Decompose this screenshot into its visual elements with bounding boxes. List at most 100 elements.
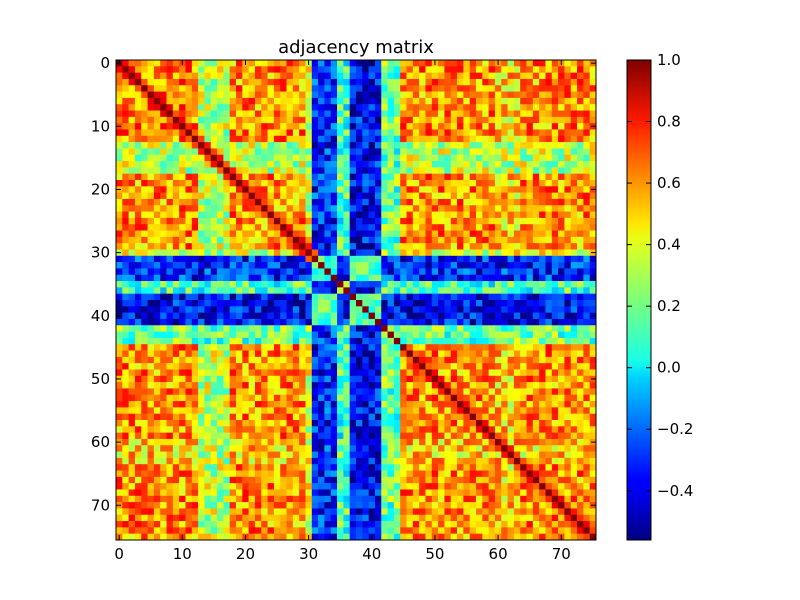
heatmap-cell bbox=[520, 167, 527, 174]
heatmap-cell bbox=[261, 306, 268, 313]
heatmap-cell bbox=[469, 230, 477, 238]
heatmap-cell bbox=[172, 306, 180, 313]
heatmap-cell bbox=[116, 205, 123, 212]
heatmap-cell bbox=[520, 350, 527, 358]
heatmap-cell bbox=[362, 293, 369, 301]
heatmap-cell bbox=[299, 91, 306, 99]
heatmap-cell bbox=[160, 337, 167, 345]
heatmap-cell bbox=[532, 325, 540, 332]
heatmap-cell bbox=[242, 142, 249, 149]
heatmap-cell bbox=[583, 293, 590, 301]
heatmap-cell bbox=[141, 66, 148, 73]
heatmap-cell bbox=[267, 66, 275, 73]
heatmap-cell bbox=[147, 445, 155, 452]
heatmap-cell bbox=[337, 154, 344, 162]
heatmap-cell bbox=[457, 451, 464, 459]
heatmap-cell bbox=[412, 198, 420, 206]
heatmap-cell bbox=[286, 312, 294, 320]
heatmap-cell bbox=[463, 318, 470, 326]
heatmap-cell bbox=[463, 66, 470, 73]
heatmap-cell bbox=[356, 72, 363, 80]
heatmap-cell bbox=[577, 306, 584, 313]
heatmap-cell bbox=[564, 110, 572, 118]
heatmap-cell bbox=[217, 432, 224, 440]
heatmap-cell bbox=[204, 230, 212, 238]
heatmap-cell bbox=[185, 363, 193, 370]
heatmap-cell bbox=[160, 104, 167, 111]
heatmap-cell bbox=[501, 318, 508, 326]
heatmap-cell bbox=[122, 72, 129, 80]
heatmap-cell bbox=[513, 60, 521, 67]
heatmap-cell bbox=[362, 192, 369, 200]
heatmap-cell bbox=[324, 116, 332, 124]
heatmap-cell bbox=[431, 350, 439, 358]
heatmap-cell bbox=[337, 287, 344, 294]
heatmap-cell bbox=[305, 91, 313, 99]
heatmap-cell bbox=[330, 432, 338, 440]
heatmap-cell bbox=[229, 243, 237, 250]
heatmap-cell bbox=[267, 142, 275, 149]
heatmap-cell bbox=[450, 274, 458, 282]
heatmap-cell bbox=[198, 312, 205, 320]
heatmap-cell bbox=[431, 293, 439, 301]
heatmap-cell bbox=[343, 198, 350, 206]
heatmap-cell bbox=[507, 382, 515, 389]
heatmap-cell bbox=[305, 78, 313, 86]
heatmap-cell bbox=[463, 281, 470, 288]
heatmap-cell bbox=[273, 363, 281, 370]
heatmap-cell bbox=[368, 464, 376, 471]
heatmap-cell bbox=[551, 97, 559, 105]
heatmap-cell bbox=[374, 85, 382, 92]
heatmap-cell bbox=[267, 274, 275, 282]
heatmap-cell bbox=[368, 445, 376, 452]
heatmap-cell bbox=[532, 464, 540, 471]
heatmap-cell bbox=[444, 401, 452, 408]
heatmap-cell bbox=[476, 281, 483, 288]
heatmap-cell bbox=[223, 186, 230, 193]
heatmap-cell bbox=[362, 312, 369, 320]
heatmap-cell bbox=[311, 445, 319, 452]
heatmap-cell bbox=[172, 445, 180, 452]
heatmap-cell bbox=[267, 451, 275, 459]
heatmap-cell bbox=[185, 420, 193, 427]
heatmap-cell bbox=[374, 445, 382, 452]
heatmap-cell bbox=[286, 426, 294, 433]
heatmap-cell bbox=[286, 255, 294, 263]
heatmap-cell bbox=[444, 325, 452, 332]
heatmap-cell bbox=[179, 464, 186, 471]
heatmap-cell bbox=[292, 350, 300, 358]
heatmap-cell bbox=[438, 432, 445, 440]
heatmap-cell bbox=[242, 224, 249, 231]
heatmap-cell bbox=[431, 262, 439, 269]
heatmap-cell bbox=[286, 382, 294, 389]
heatmap-cell bbox=[305, 369, 313, 377]
heatmap-cell bbox=[488, 217, 496, 225]
heatmap-cell bbox=[520, 249, 527, 257]
heatmap-cell bbox=[545, 123, 553, 130]
heatmap-cell bbox=[381, 154, 388, 162]
heatmap-cell bbox=[494, 211, 502, 219]
heatmap-cell bbox=[204, 262, 212, 269]
heatmap-cell bbox=[160, 375, 167, 383]
heatmap-cell bbox=[488, 438, 496, 446]
heatmap-cell bbox=[166, 281, 174, 288]
heatmap-cell bbox=[343, 186, 350, 193]
heatmap-cell bbox=[381, 192, 388, 200]
heatmap-cell bbox=[343, 457, 350, 465]
heatmap-cell bbox=[116, 78, 123, 86]
heatmap-cell bbox=[419, 154, 426, 162]
heatmap-cell bbox=[457, 72, 464, 80]
heatmap-cell bbox=[526, 464, 534, 471]
heatmap-cell bbox=[583, 356, 590, 364]
heatmap-cell bbox=[583, 205, 590, 212]
heatmap-cell bbox=[469, 192, 477, 200]
heatmap-cell bbox=[153, 186, 161, 193]
heatmap-cell bbox=[236, 363, 243, 370]
heatmap-cell bbox=[558, 274, 565, 282]
heatmap-cell bbox=[261, 249, 268, 257]
heatmap-cell bbox=[513, 198, 521, 206]
heatmap-cell bbox=[191, 243, 199, 250]
heatmap-cell bbox=[513, 236, 521, 244]
heatmap-cell bbox=[393, 438, 401, 446]
heatmap-cell bbox=[324, 91, 332, 99]
